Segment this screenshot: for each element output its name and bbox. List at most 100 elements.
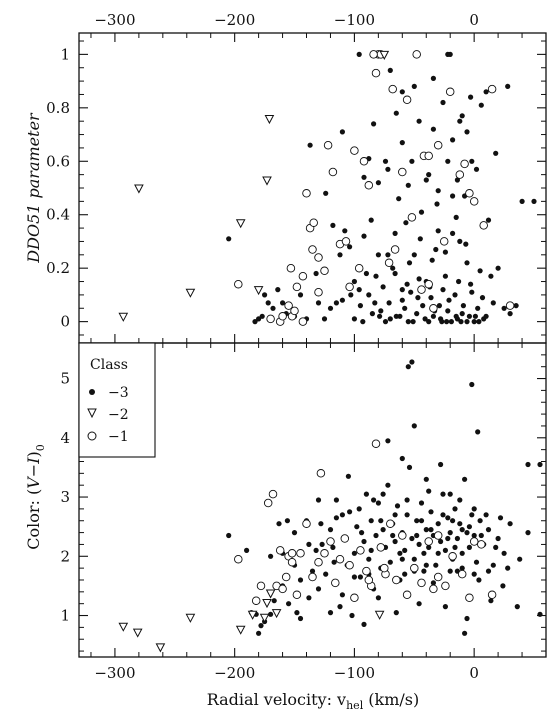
point-class-minus1 (356, 546, 365, 555)
point-class-minus3 (450, 193, 456, 199)
point-class-minus3 (392, 270, 398, 277)
point-class-minus3 (405, 182, 411, 188)
x-axis-title-main: Radial velocity: v (207, 690, 346, 709)
point-class-minus3 (433, 246, 439, 253)
point-class-minus1 (268, 489, 278, 499)
bottom-y-axis-title-ital: V−I (24, 457, 43, 489)
point-class-minus3 (514, 604, 520, 610)
point-class-minus3 (375, 500, 381, 506)
point-class-minus3 (426, 488, 432, 494)
point-class-minus3 (445, 158, 451, 164)
point-class-minus1 (290, 306, 299, 316)
point-class-minus3 (371, 497, 377, 503)
point-class-minus3 (368, 518, 374, 524)
point-class-minus3 (471, 571, 477, 577)
point-class-minus3 (408, 289, 414, 295)
point-class-minus3 (404, 281, 410, 287)
point-class-minus1 (308, 572, 317, 582)
point-class-minus3 (501, 305, 507, 311)
point-class-minus3 (421, 568, 427, 574)
point-class-minus3 (385, 252, 391, 258)
point-class-minus3 (497, 515, 504, 521)
point-class-minus3 (517, 556, 523, 562)
x-tick-label-top: 0 (469, 11, 479, 29)
point-class-minus3 (270, 305, 276, 311)
point-class-minus3 (457, 118, 463, 124)
point-class-minus3 (294, 610, 300, 616)
point-class-minus3 (259, 313, 265, 319)
point-class-minus1 (292, 282, 302, 292)
point-class-minus3 (380, 491, 386, 497)
point-class-minus3 (447, 568, 453, 574)
point-class-minus1 (335, 554, 345, 564)
point-class-minus3 (339, 129, 345, 135)
point-class-minus3 (459, 565, 465, 571)
point-class-minus3 (457, 521, 463, 527)
point-class-minus3 (348, 292, 354, 298)
point-class-minus2 (118, 622, 129, 632)
point-class-minus3 (519, 198, 525, 204)
point-class-minus3 (349, 612, 355, 619)
point-class-minus1 (441, 581, 450, 591)
point-class-minus1 (457, 569, 467, 579)
point-class-minus3 (382, 158, 389, 164)
point-class-minus3 (268, 553, 274, 559)
point-class-minus1 (350, 146, 359, 155)
point-class-minus1 (292, 590, 302, 600)
point-class-minus3 (359, 530, 365, 536)
point-class-minus1 (376, 543, 386, 552)
point-class-minus3 (361, 621, 367, 628)
point-class-minus3 (445, 515, 451, 521)
point-class-minus3 (459, 527, 465, 533)
point-class-minus1 (487, 590, 497, 600)
point-class-minus3 (409, 158, 415, 164)
point-class-minus3 (440, 512, 446, 518)
point-class-minus3 (469, 381, 475, 388)
point-class-minus3 (417, 236, 423, 242)
point-class-minus3 (368, 547, 374, 554)
point-class-minus1 (308, 245, 317, 254)
point-class-minus1 (398, 167, 407, 177)
point-class-minus3 (387, 559, 393, 565)
point-class-minus3 (450, 137, 456, 143)
point-class-minus3 (435, 228, 441, 234)
point-class-minus3 (373, 273, 379, 279)
point-class-minus3 (393, 110, 399, 116)
point-class-minus3 (397, 550, 403, 556)
point-class-minus3 (439, 319, 445, 325)
point-class-minus3 (392, 512, 398, 518)
point-class-minus2 (247, 610, 258, 620)
point-class-minus3 (256, 630, 262, 636)
point-class-minus3 (394, 503, 401, 509)
point-class-minus3 (337, 604, 343, 610)
point-class-minus3 (446, 297, 452, 303)
point-class-minus3 (464, 530, 470, 536)
point-class-minus3 (354, 524, 360, 530)
point-class-minus3 (323, 571, 329, 577)
point-class-minus3 (402, 305, 408, 311)
point-class-minus3 (450, 230, 456, 236)
point-class-minus1 (263, 498, 273, 508)
point-class-minus1 (380, 563, 389, 573)
point-class-minus3 (378, 308, 384, 314)
point-class-minus3 (464, 129, 470, 135)
y-tick-label: 1 (60, 607, 70, 625)
point-class-minus3 (297, 292, 304, 298)
point-class-minus3 (291, 530, 298, 536)
point-class-minus3 (377, 313, 383, 319)
point-class-minus1 (417, 285, 426, 294)
point-class-minus3 (476, 577, 482, 583)
point-class-minus3 (423, 476, 429, 482)
y-tick-label: 5 (60, 370, 70, 388)
point-class-minus3 (458, 319, 464, 325)
x-axis-title-unit: (km/s) (363, 690, 419, 709)
point-class-minus3 (483, 512, 489, 518)
point-class-minus1 (424, 537, 433, 546)
point-class-minus3 (306, 541, 312, 548)
point-class-minus3 (315, 586, 322, 592)
point-class-minus3 (405, 319, 411, 325)
point-class-minus3 (426, 544, 432, 551)
point-class-minus3 (372, 300, 378, 306)
point-class-minus3 (475, 429, 481, 435)
